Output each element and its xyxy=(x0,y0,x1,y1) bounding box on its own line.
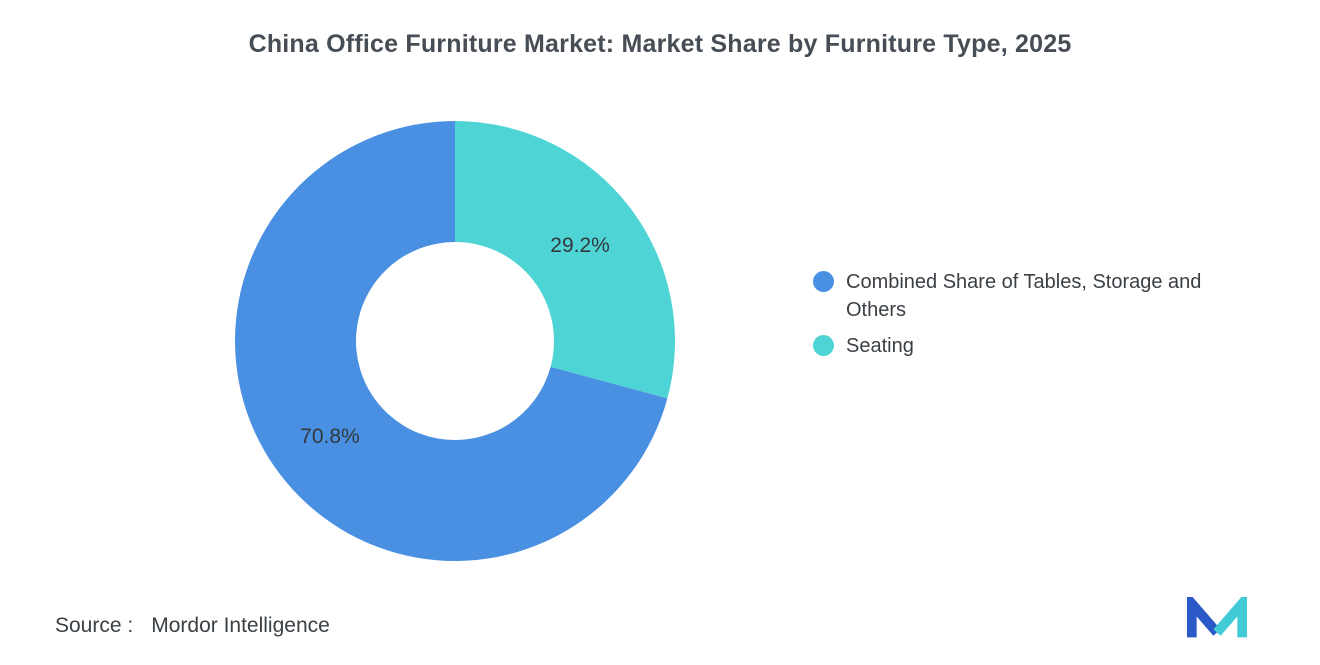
legend-dot-seating-icon xyxy=(813,335,834,356)
source-line: Source : Mordor Intelligence xyxy=(55,614,330,638)
source-label: Source : xyxy=(55,614,134,637)
donut-slice-seating[interactable] xyxy=(455,121,675,399)
legend-label-combined-share: Combined Share of Tables, Storage and Ot… xyxy=(846,271,1202,321)
legend-label-seating: Seating xyxy=(846,335,914,357)
chart-legend: Combined Share of Tables, Storage and Ot… xyxy=(813,268,1253,368)
donut-slice-combined-share-of-tables-storage-and-oth[interactable] xyxy=(234,121,668,561)
mordor-intelligence-logo-icon xyxy=(1186,597,1248,638)
donut-chart: 29.2% 70.8% xyxy=(233,118,677,564)
slice-value-label-seating: 29.2% xyxy=(550,234,610,257)
legend-item-seating[interactable]: Seating xyxy=(813,332,1253,360)
legend-dot-combined-share-icon xyxy=(813,271,834,292)
donut-chart-svg: 29.2% 70.8% xyxy=(234,121,675,561)
legend-item-combined-share[interactable]: Combined Share of Tables, Storage and Ot… xyxy=(813,268,1253,324)
page-title: China Office Furniture Market: Market Sh… xyxy=(248,30,1072,58)
slice-value-label-combined-share-of-tables-storage-and-oth: 70.8% xyxy=(300,425,360,448)
source-value: Mordor Intelligence xyxy=(151,614,330,637)
